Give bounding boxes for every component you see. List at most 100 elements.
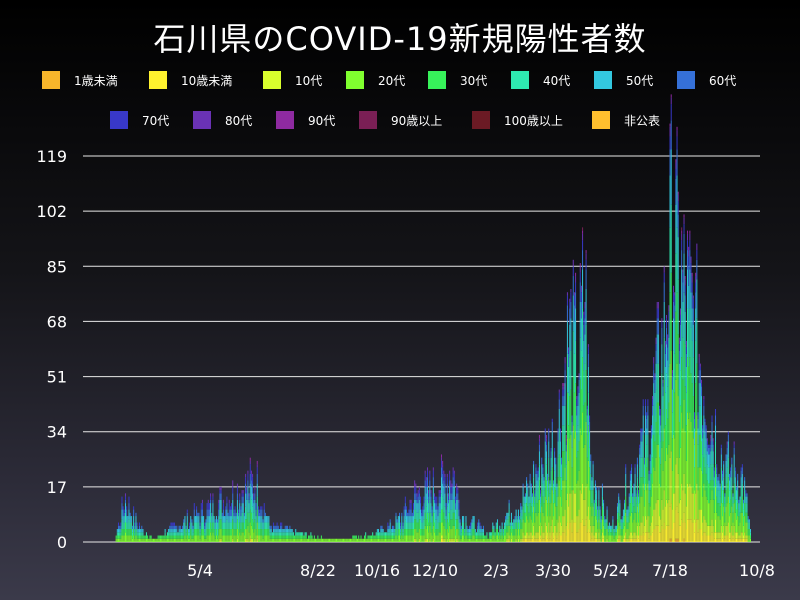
bar-segment xyxy=(446,519,448,530)
bar-segment xyxy=(517,509,519,517)
bar-segment xyxy=(649,490,651,507)
bar-segment xyxy=(669,227,671,293)
bar-segment xyxy=(231,516,233,523)
bar-segment xyxy=(544,496,546,523)
bar-segment xyxy=(706,451,708,465)
bar-segment xyxy=(655,337,657,345)
bar-segment xyxy=(170,532,172,536)
bar-segment xyxy=(140,532,142,536)
bar-segment xyxy=(130,522,132,530)
bar-segment xyxy=(695,276,697,283)
bar-segment xyxy=(590,454,592,461)
bar-segment xyxy=(599,529,601,539)
bar-segment xyxy=(141,538,143,542)
bar-segment xyxy=(467,532,469,536)
bar-segment xyxy=(629,532,631,539)
bar-segment xyxy=(127,535,129,542)
bar-segment xyxy=(411,522,413,530)
bar-segment xyxy=(170,522,172,526)
bar-segment xyxy=(454,496,456,504)
bar-segment xyxy=(327,538,329,542)
bar-segment xyxy=(635,535,637,539)
bar-segment xyxy=(690,486,692,520)
bar-segment xyxy=(635,522,637,536)
bar-segment xyxy=(547,473,549,481)
bar-segment xyxy=(449,538,451,542)
bar-segment xyxy=(238,512,240,517)
bar-segment xyxy=(248,532,250,542)
bar-segment xyxy=(600,516,602,520)
bar-segment xyxy=(675,311,677,380)
bar-segment xyxy=(558,409,560,429)
bar-segment xyxy=(571,467,573,491)
bar-segment xyxy=(211,512,213,517)
bar-segment xyxy=(185,529,187,533)
bar-segment xyxy=(568,460,570,507)
bar-segment xyxy=(576,405,578,416)
bar-segment xyxy=(639,483,641,504)
bar-segment xyxy=(423,496,425,504)
bar-segment xyxy=(172,538,174,542)
bar-segment xyxy=(191,535,193,539)
bar-segment xyxy=(708,444,710,448)
bar-segment xyxy=(210,522,212,533)
bar-segment xyxy=(224,535,226,542)
bar-segment xyxy=(451,519,453,530)
bar-segment xyxy=(745,503,747,513)
bar-segment xyxy=(608,535,610,542)
bar-segment xyxy=(116,535,118,539)
bar-segment xyxy=(248,503,250,513)
bar-segment xyxy=(676,227,678,293)
bar-segment xyxy=(674,305,676,322)
bar-segment xyxy=(677,237,679,280)
bar-segment xyxy=(699,383,701,406)
bar-segment xyxy=(430,522,432,533)
bar-segment xyxy=(134,532,136,536)
bar-segment xyxy=(401,535,403,542)
bar-segment xyxy=(723,506,725,526)
bar-segment xyxy=(610,535,612,542)
bar-segment xyxy=(401,522,403,530)
bar-segment xyxy=(389,535,391,539)
bar-segment xyxy=(583,525,585,542)
bar-segment xyxy=(569,298,571,302)
bar-segment xyxy=(604,519,606,523)
legend-item: 10代 xyxy=(263,70,322,90)
bar-segment xyxy=(660,532,662,542)
bar-segment xyxy=(436,509,438,520)
bar-segment xyxy=(582,240,584,251)
bar-segment xyxy=(510,538,512,542)
bar-segment xyxy=(520,512,522,520)
bar-segment xyxy=(562,425,564,452)
bar-segment xyxy=(556,532,558,539)
bar-segment xyxy=(551,431,553,448)
bar-segment xyxy=(683,340,685,400)
bar-segment xyxy=(193,522,195,530)
bar-segment xyxy=(744,480,746,491)
bar-segment xyxy=(641,428,643,432)
bar-segment xyxy=(206,516,208,523)
bar-segment xyxy=(124,499,126,504)
bar-segment xyxy=(614,532,616,536)
bar-segment xyxy=(496,519,498,523)
bar-segment xyxy=(256,522,258,536)
bar-segment xyxy=(406,506,407,510)
bar-segment xyxy=(255,522,257,530)
bar-segment xyxy=(519,516,521,520)
bar-segment xyxy=(535,473,537,484)
bar-segment xyxy=(276,529,278,533)
bar-segment xyxy=(516,519,518,523)
bar-segment xyxy=(601,519,603,533)
bar-segment xyxy=(468,525,470,530)
bar-segment xyxy=(684,295,686,312)
bar-segment xyxy=(185,525,187,530)
bar-segment xyxy=(232,519,234,530)
bar-segment xyxy=(596,538,598,542)
bar-segment xyxy=(263,522,265,530)
bar-segment xyxy=(413,503,414,510)
bar-segment xyxy=(193,529,195,536)
bar-segment xyxy=(248,493,250,497)
bar-segment xyxy=(353,535,355,539)
bar-segment xyxy=(225,535,227,542)
bar-segment xyxy=(654,529,656,542)
